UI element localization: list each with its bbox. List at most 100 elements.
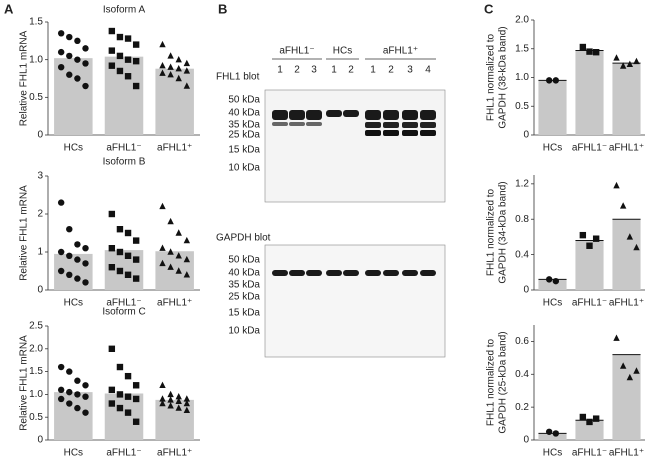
data-point (82, 409, 89, 416)
lane-number: 2 (348, 65, 354, 76)
data-point (108, 47, 116, 54)
blot-band (383, 122, 399, 128)
data-point (175, 392, 182, 400)
y-tick-label: 0.2 (515, 402, 529, 413)
data-point (183, 255, 191, 263)
data-point (57, 363, 65, 371)
chart-title: Isoform C (102, 307, 145, 318)
x-tick-label: aFHL1⁻ (106, 143, 141, 154)
blot-title: GAPDH blot (216, 233, 271, 244)
data-point (124, 393, 132, 400)
blot-band (402, 270, 418, 276)
data-point (108, 27, 116, 35)
y-tick-label: 0.4 (515, 249, 529, 260)
data-point (82, 382, 89, 389)
data-point (183, 236, 191, 244)
data-point (132, 41, 140, 48)
lane-group: HCs (333, 46, 352, 57)
data-point (633, 243, 640, 251)
data-point (175, 55, 182, 63)
x-tick-label: HCs (64, 298, 83, 309)
x-tick-label: aFHL1⁻ (572, 143, 607, 154)
data-point (132, 237, 140, 244)
data-point (108, 245, 116, 252)
data-point (74, 37, 81, 45)
blot-band (420, 110, 436, 120)
lane-group: aFHL1⁻ (279, 46, 314, 57)
data-point (175, 74, 182, 82)
y-tick-label: 1.0 (29, 389, 43, 400)
y-tick-label: 0 (37, 435, 43, 446)
data-point (66, 388, 73, 396)
data-point (175, 65, 182, 72)
data-point (66, 252, 73, 259)
bar (612, 63, 641, 135)
data-point (132, 57, 140, 65)
data-point (116, 248, 124, 256)
data-point (108, 62, 116, 69)
data-point (116, 52, 124, 60)
blot-band (289, 110, 305, 120)
kda-marker: 10 kDa (228, 163, 260, 174)
blot-band (306, 270, 322, 276)
data-point (116, 363, 124, 371)
lane-number: 3 (311, 65, 317, 76)
data-point (175, 267, 182, 274)
data-point (74, 404, 81, 412)
data-point (132, 82, 140, 90)
data-point (57, 386, 65, 394)
data-point (175, 252, 182, 259)
blot-band (289, 122, 305, 126)
bar (575, 50, 604, 135)
data-point (132, 256, 140, 263)
kda-marker: 25 kDa (228, 292, 260, 303)
blot-membrane (264, 244, 446, 358)
data-point (619, 62, 627, 69)
data-point (116, 33, 124, 41)
y-tick-label: 0.4 (515, 369, 529, 380)
data-point (626, 233, 634, 240)
y-axis-label: FHL1 normalized to (486, 188, 497, 276)
blot-band (402, 110, 418, 120)
y-tick-label: 2.0 (29, 343, 43, 354)
data-point (159, 202, 166, 210)
data-point (124, 409, 132, 416)
bar (538, 279, 567, 290)
data-point (592, 235, 600, 242)
data-point (108, 400, 116, 407)
data-point (175, 397, 182, 404)
y-axis-label: Relative FHL1 mRNA (19, 185, 30, 281)
data-point (579, 413, 587, 421)
blot-band (272, 122, 288, 126)
data-point (116, 226, 124, 233)
data-point (57, 63, 65, 71)
data-point (66, 400, 73, 407)
data-point (183, 399, 191, 407)
data-point (159, 40, 166, 48)
y-tick-label: 1.0 (515, 72, 529, 83)
data-point (167, 63, 174, 70)
data-point (167, 71, 174, 78)
data-point (626, 60, 634, 67)
data-point (108, 386, 116, 394)
data-point (183, 59, 191, 67)
data-point (66, 52, 73, 60)
blot-band (272, 110, 288, 120)
blot-band (383, 110, 399, 120)
data-point (633, 57, 640, 65)
data-point (545, 428, 553, 435)
blot-band (272, 270, 288, 276)
x-tick-label: aFHL1⁺ (157, 143, 192, 154)
data-point (579, 43, 587, 51)
kda-marker: 15 kDa (228, 308, 260, 319)
y-axis-label: FHL1 normalized to (486, 338, 497, 426)
bar (575, 420, 604, 440)
kda-marker: 10 kDa (228, 326, 260, 337)
data-point (57, 199, 65, 206)
bar (538, 433, 567, 440)
data-point (66, 368, 73, 375)
lane-number: 2 (294, 65, 300, 76)
data-point (74, 75, 81, 82)
x-tick-label: aFHL1⁺ (609, 143, 644, 154)
data-point (66, 71, 73, 78)
